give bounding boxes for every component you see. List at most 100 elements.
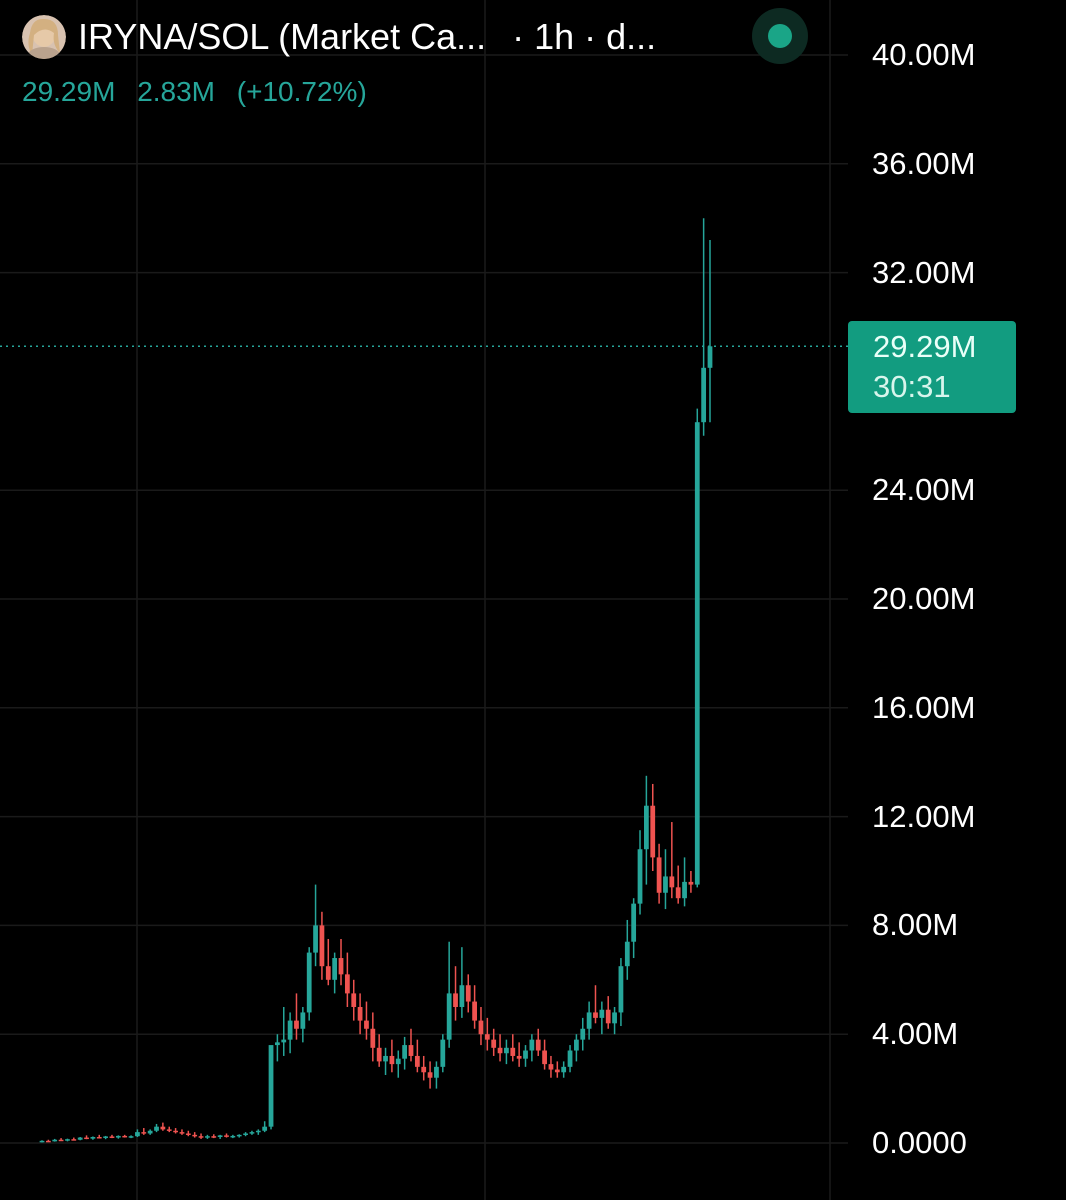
- candle-body: [173, 1130, 178, 1133]
- y-tick-label: 8.00M: [872, 907, 959, 943]
- candle: [313, 884, 318, 967]
- candle-body: [90, 1137, 96, 1139]
- candle: [656, 843, 662, 904]
- candle-body: [52, 1139, 58, 1142]
- candle-body: [357, 1007, 363, 1021]
- candle: [211, 1134, 217, 1139]
- interval-label[interactable]: · 1h · d...: [512, 16, 657, 57]
- candle-body: [84, 1137, 89, 1140]
- candle: [504, 1039, 509, 1065]
- candle-body: [402, 1045, 408, 1059]
- candle-body: [586, 1012, 592, 1029]
- candle-body: [484, 1034, 490, 1040]
- candle-body: [179, 1132, 185, 1134]
- candle: [338, 939, 344, 986]
- y-tick-label: 32.00M: [872, 254, 976, 290]
- candle: [173, 1128, 178, 1134]
- candle: [395, 1050, 401, 1078]
- candle-body: [268, 1045, 274, 1127]
- candle-body: [243, 1133, 248, 1135]
- candle: [255, 1129, 261, 1135]
- candle-body: [701, 367, 707, 423]
- candle: [122, 1134, 128, 1138]
- y-tick-label: 36.00M: [872, 145, 976, 181]
- last-price-value: 29.29M: [873, 329, 977, 364]
- candle-body: [580, 1028, 586, 1040]
- status-indicator-icon[interactable]: [752, 8, 808, 64]
- candle: [694, 408, 700, 888]
- candle-body: [707, 346, 713, 368]
- candle-countdown: 30:31: [873, 369, 951, 404]
- y-tick-label: 4.00M: [872, 1016, 959, 1052]
- candle: [516, 1042, 522, 1067]
- y-tick-label: 12.00M: [872, 798, 976, 834]
- candle-body: [45, 1140, 51, 1143]
- candle: [344, 952, 350, 1007]
- candle-body: [211, 1136, 217, 1138]
- candle: [103, 1135, 109, 1140]
- candle: [688, 871, 694, 893]
- candle-body: [39, 1140, 45, 1143]
- last-price-tag: 29.29M 30:31: [848, 321, 1016, 413]
- candle: [357, 993, 363, 1035]
- candle: [446, 941, 452, 1048]
- candle: [300, 1007, 306, 1043]
- candle: [624, 919, 630, 980]
- candle: [319, 911, 325, 980]
- candle-body: [313, 925, 318, 953]
- candle: [205, 1134, 210, 1139]
- candle-body: [675, 887, 681, 899]
- candle-body: [694, 422, 700, 885]
- candle-body: [166, 1129, 172, 1131]
- candle: [249, 1130, 255, 1135]
- candle-body: [440, 1039, 446, 1067]
- candle: [351, 979, 357, 1021]
- candle-body: [504, 1047, 509, 1054]
- candle-body: [65, 1139, 70, 1141]
- symbol-title[interactable]: IRYNA/SOL (Market Ca...: [78, 16, 487, 57]
- candle-body: [376, 1047, 382, 1062]
- candle-body: [230, 1135, 236, 1138]
- candle-body: [669, 876, 675, 888]
- candle-body: [688, 881, 694, 885]
- avatar[interactable]: [22, 15, 66, 59]
- candle: [574, 1034, 579, 1062]
- candle-body: [109, 1136, 115, 1138]
- candle-body: [122, 1135, 128, 1138]
- candle-body: [77, 1137, 83, 1140]
- candle: [166, 1126, 172, 1133]
- candle-body: [408, 1045, 414, 1056]
- candle: [484, 1017, 490, 1051]
- candle: [593, 985, 598, 1024]
- candle-body: [535, 1039, 541, 1051]
- candle: [109, 1134, 115, 1139]
- candle: [612, 1007, 617, 1035]
- chart-grid: [0, 0, 848, 1200]
- candle-body: [491, 1039, 497, 1048]
- change-percent: (+10.72%): [236, 76, 367, 107]
- candle: [275, 1034, 280, 1062]
- candle-body: [198, 1136, 204, 1138]
- candle: [185, 1130, 191, 1137]
- candle-body: [192, 1134, 198, 1137]
- candle-body: [351, 993, 357, 1007]
- candle-body: [453, 993, 458, 1007]
- candle: [287, 1012, 293, 1054]
- candle-body: [446, 993, 452, 1040]
- candle-body: [300, 1012, 306, 1029]
- y-tick-label: 0.0000: [872, 1125, 967, 1160]
- candle: [115, 1135, 121, 1139]
- candle-body: [599, 1009, 605, 1018]
- candle-body: [523, 1050, 528, 1059]
- candle-body: [344, 974, 350, 994]
- candle-body: [389, 1055, 395, 1065]
- candle-body: [497, 1047, 503, 1054]
- candle: [497, 1034, 503, 1062]
- candle-body: [605, 1009, 611, 1024]
- candle: [414, 1039, 420, 1073]
- candle: [440, 1034, 446, 1073]
- candle-body: [135, 1132, 140, 1137]
- candle: [535, 1028, 541, 1056]
- candle: [421, 1055, 427, 1081]
